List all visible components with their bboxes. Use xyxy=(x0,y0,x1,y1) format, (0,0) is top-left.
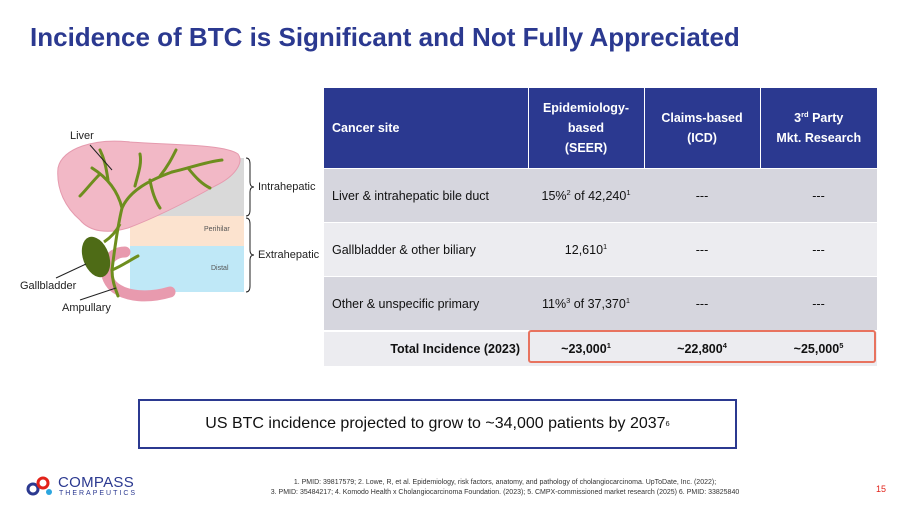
distal-label: Distal xyxy=(211,265,229,272)
footnote-line-2: 3. PMID: 35484217; 4. Komodo Health x Ch… xyxy=(270,489,740,497)
cystic-duct xyxy=(103,223,122,244)
page-number: 15 xyxy=(876,484,887,494)
row-seer: 12,6101 xyxy=(528,222,644,277)
header-seer: Epidemiology- based (SEER) xyxy=(527,88,644,169)
row-icd: --- xyxy=(644,222,760,277)
extrahepatic-label: Extrahepatic xyxy=(258,249,320,261)
footnotes: 1. PMID: 39817579; 2. Lowe, R, et al. Ep… xyxy=(160,478,850,498)
perihilar-label: Perihilar xyxy=(204,226,230,233)
liver-label: Liver xyxy=(70,130,94,142)
logo-name: COMPASS xyxy=(58,474,135,491)
total-label: Total Incidence (2023) xyxy=(324,330,528,366)
table-row: Gallbladder & other biliary 12,6101 --- … xyxy=(324,222,877,277)
row-icd: --- xyxy=(644,276,760,331)
gallbladder-pointer xyxy=(55,263,87,279)
total-icd: ~22,8004 xyxy=(644,330,760,366)
row-mkt: --- xyxy=(760,168,877,223)
liver-pointer xyxy=(89,144,113,171)
header-icd: Claims-based (ICD) xyxy=(643,88,760,169)
extrahepatic-brace xyxy=(245,217,255,293)
total-row: Total Incidence (2023) ~23,0001 ~22,8004… xyxy=(324,330,877,366)
total-highlight-box xyxy=(528,330,876,363)
liver-shape xyxy=(57,140,241,232)
biliary-anatomy-diagram: Liver Gallbladder Ampullary Intrahepatic… xyxy=(0,120,330,325)
logo-tagline: THERAPEUTICS xyxy=(59,490,138,497)
biliary-anatomy-illustration xyxy=(55,140,255,302)
total-mkt: ~25,0005 xyxy=(760,330,877,366)
gallbladder-shape xyxy=(81,236,111,278)
footnote-line-1: 1. PMID: 39817579; 2. Lowe, R, et al. Ep… xyxy=(293,479,717,486)
total-seer: ~23,0001 xyxy=(528,330,644,366)
row-site: Liver & intrahepatic bile duct xyxy=(324,168,528,223)
header-mkt-research: 3rd Party Mkt. Research xyxy=(759,88,877,169)
row-seer: 15%2 of 42,2401 xyxy=(528,168,644,223)
row-site: Gallbladder & other biliary xyxy=(324,222,528,277)
row-site: Other & unspecific primary xyxy=(324,276,528,331)
row-mkt: --- xyxy=(760,276,877,331)
gallbladder-label: Gallbladder xyxy=(20,280,77,292)
row-seer: 11%3 of 37,3701 xyxy=(528,276,644,331)
ampullary-label: Ampullary xyxy=(62,302,111,314)
table-header-row: Cancer site Epidemiology- based (SEER) C… xyxy=(324,88,877,169)
distal-region xyxy=(130,246,244,292)
ampullary-pointer xyxy=(79,287,117,301)
header-cancer-site: Cancer site xyxy=(324,88,528,169)
intrahepatic-brace xyxy=(245,157,255,217)
compass-logo-icon xyxy=(26,476,52,496)
incidence-table: Cancer site Epidemiology- based (SEER) C… xyxy=(324,88,877,366)
table-row: Other & unspecific primary 11%3 of 37,37… xyxy=(324,276,877,331)
projection-callout: US BTC incidence projected to grow to ~3… xyxy=(138,399,737,449)
bile-duct-tree xyxy=(78,148,224,298)
company-logo: COMPASS THERAPEUTICS xyxy=(26,474,146,500)
slide-title: Incidence of BTC is Significant and Not … xyxy=(30,22,740,52)
intrahepatic-label: Intrahepatic xyxy=(258,181,316,193)
row-mkt: --- xyxy=(760,222,877,277)
row-icd: --- xyxy=(644,168,760,223)
perihilar-region xyxy=(130,216,244,246)
callout-text: US BTC incidence projected to grow to ~3… xyxy=(205,415,666,432)
table-row: Liver & intrahepatic bile duct 15%2 of 4… xyxy=(324,168,877,223)
